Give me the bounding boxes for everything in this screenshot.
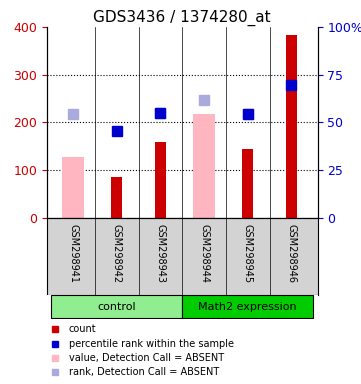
Text: GSM298944: GSM298944 bbox=[199, 224, 209, 283]
Text: percentile rank within the sample: percentile rank within the sample bbox=[69, 339, 234, 349]
Text: rank, Detection Call = ABSENT: rank, Detection Call = ABSENT bbox=[69, 367, 219, 377]
Text: Math2 expression: Math2 expression bbox=[199, 302, 297, 312]
Text: GSM298942: GSM298942 bbox=[112, 224, 122, 283]
Text: GSM298946: GSM298946 bbox=[287, 224, 296, 283]
Text: GSM298943: GSM298943 bbox=[156, 224, 165, 283]
Bar bbox=[155, 142, 166, 218]
Text: GSM298941: GSM298941 bbox=[68, 224, 78, 283]
Text: count: count bbox=[69, 324, 96, 334]
Bar bbox=[193, 114, 215, 218]
Bar bbox=[111, 177, 122, 218]
Bar bbox=[286, 35, 297, 218]
Bar bbox=[242, 149, 253, 218]
Title: GDS3436 / 1374280_at: GDS3436 / 1374280_at bbox=[93, 9, 271, 25]
Bar bbox=[182, 295, 313, 318]
Text: GSM298945: GSM298945 bbox=[243, 224, 253, 283]
Text: protocol: protocol bbox=[52, 302, 97, 312]
Bar bbox=[51, 295, 182, 318]
Bar bbox=[62, 157, 84, 218]
Text: control: control bbox=[97, 302, 136, 312]
Text: value, Detection Call = ABSENT: value, Detection Call = ABSENT bbox=[69, 353, 224, 363]
